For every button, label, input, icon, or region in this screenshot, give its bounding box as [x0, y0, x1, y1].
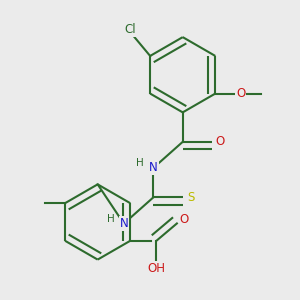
Text: OH: OH [147, 262, 165, 275]
Text: S: S [187, 191, 195, 204]
Text: O: O [180, 213, 189, 226]
Text: O: O [236, 87, 245, 100]
Text: O: O [216, 135, 225, 148]
Text: H: H [107, 214, 115, 224]
Text: N: N [149, 161, 158, 175]
Text: N: N [119, 217, 128, 230]
Text: H: H [136, 158, 144, 168]
Text: Cl: Cl [125, 23, 136, 36]
